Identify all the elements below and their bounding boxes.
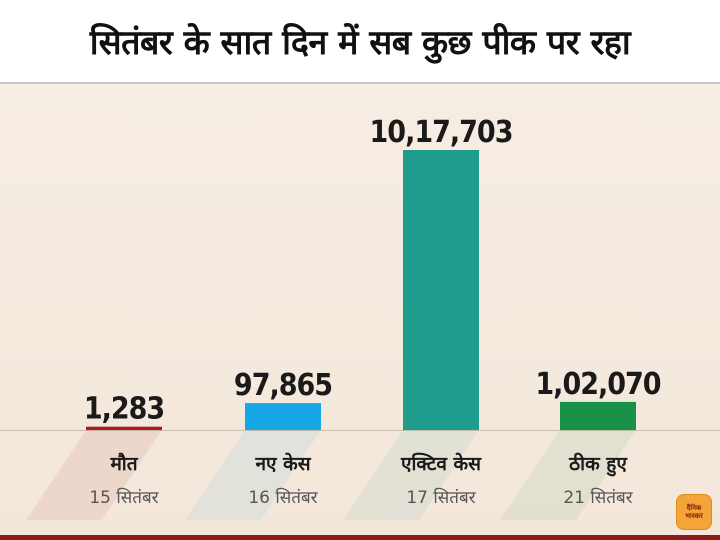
date-label-2: 16 सितंबर: [248, 487, 318, 508]
date-label-4: 21 सितंबर: [563, 487, 633, 508]
chart-title: सितंबर के सात दिन में सब कुछ पीक पर रहा: [89, 23, 631, 63]
bar-4: [560, 401, 636, 430]
category-label-3: एक्टिव केस: [400, 452, 482, 475]
chart-panel: [0, 84, 720, 536]
logo-line-2: भास्कर: [685, 512, 703, 520]
bar-3: [403, 150, 479, 430]
value-label-3: 10,17,703: [370, 115, 513, 150]
bar-2: [245, 403, 321, 430]
date-label-3: 17 सितंबर: [406, 487, 476, 508]
date-label-1: 15 सितंबर: [89, 487, 159, 508]
bar-shadow-4: [500, 430, 636, 520]
value-label-4: 1,02,070: [535, 367, 660, 402]
dainik-bhaskar-logo: दैनिक भास्कर: [676, 494, 712, 530]
value-label-2: 97,865: [234, 368, 332, 403]
logo-line-1: दैनिक: [686, 504, 702, 512]
category-label-2: नए केस: [254, 452, 311, 475]
bar-shadow-2: [185, 430, 321, 520]
chart-header: सितंबर के सात दिन में सब कुछ पीक पर रहा: [0, 0, 720, 84]
bar-shadow-3: [343, 430, 479, 520]
bottom-rule: [0, 535, 720, 540]
category-label-4: ठीक हुए: [568, 452, 628, 477]
value-label-1: 1,283: [84, 392, 164, 427]
category-label-1: मौत: [109, 452, 138, 475]
bar-shadow-1: [26, 430, 162, 520]
bar-1: [86, 426, 162, 430]
